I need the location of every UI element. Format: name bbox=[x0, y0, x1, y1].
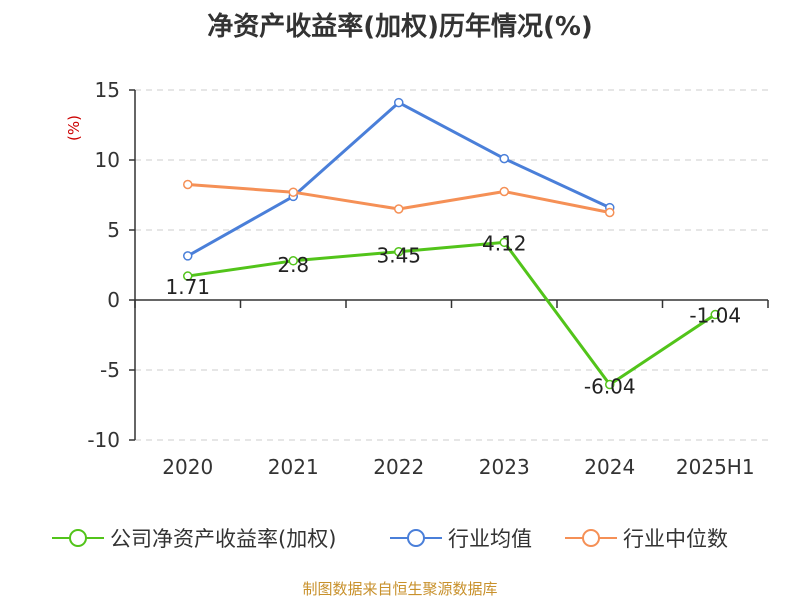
series-point bbox=[288, 187, 298, 197]
x-tick-label: 2022 bbox=[373, 455, 424, 479]
series-point bbox=[183, 271, 193, 281]
data-label: 4.12 bbox=[482, 231, 527, 255]
y-tick-label: 10 bbox=[95, 148, 120, 172]
series-point bbox=[394, 204, 404, 214]
data-label: -1.04 bbox=[689, 304, 741, 328]
series-point bbox=[183, 179, 193, 190]
series-point bbox=[499, 153, 509, 164]
legend-marker bbox=[582, 529, 600, 547]
legend-marker bbox=[69, 529, 87, 547]
legend-label: 行业均值 bbox=[448, 527, 532, 551]
y-tick-label: 0 bbox=[107, 288, 120, 312]
series-point bbox=[499, 237, 509, 248]
grid-lines bbox=[135, 89, 768, 441]
series-line bbox=[187, 240, 717, 387]
series-point bbox=[394, 246, 404, 257]
x-tick-label: 2025H1 bbox=[676, 455, 755, 479]
series-line bbox=[187, 101, 611, 258]
data-label: -6.04 bbox=[584, 375, 636, 399]
series-point bbox=[710, 309, 720, 320]
y-tick-label: -5 bbox=[100, 358, 120, 382]
x-tick-label: 2024 bbox=[584, 455, 635, 479]
data-labels: 1.71 2.8 3.45 4.12 -6.04 -1.04 bbox=[165, 231, 741, 398]
source-note: 制图数据来自恒生聚源数据库 bbox=[302, 580, 498, 598]
x-tick-label: 2020 bbox=[162, 455, 213, 479]
data-label: 1.71 bbox=[165, 275, 210, 299]
axes: 15 10 5 0 -5 -10 (%) 2020 2021 2022 2023 2024 2025H1 bbox=[65, 78, 769, 479]
series-point bbox=[499, 186, 509, 197]
legend-label: 公司净资产收益率(加权) bbox=[110, 527, 336, 551]
series-lines bbox=[183, 97, 720, 390]
chart-title: 净资产收益率(加权)历年情况(%) bbox=[207, 12, 593, 42]
x-tick-label: 2021 bbox=[268, 455, 319, 479]
y-tick-label: 15 bbox=[95, 78, 120, 102]
x-tick-label: 2023 bbox=[479, 455, 530, 479]
data-label: 2.8 bbox=[277, 253, 309, 277]
series-point bbox=[605, 379, 615, 390]
y-axis-label: (%) bbox=[65, 115, 83, 141]
y-tick-label: -10 bbox=[87, 428, 120, 452]
series-point bbox=[183, 251, 193, 261]
y-tick-label: 5 bbox=[107, 218, 120, 242]
legend-marker bbox=[407, 529, 425, 547]
data-label: 3.45 bbox=[376, 244, 421, 268]
series-point bbox=[394, 97, 404, 108]
series-point bbox=[605, 207, 615, 218]
legend: 公司净资产收益率(加权) 行业均值 行业中位数 bbox=[52, 527, 728, 551]
series-point bbox=[288, 256, 298, 266]
legend-label: 行业中位数 bbox=[623, 527, 728, 551]
